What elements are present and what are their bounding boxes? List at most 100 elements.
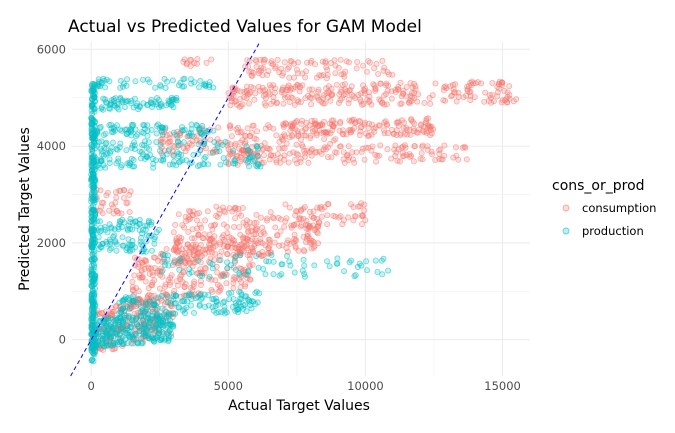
point-production (94, 82, 101, 89)
point-consumption (322, 146, 329, 153)
point-consumption (441, 142, 448, 149)
point-consumption (321, 136, 328, 143)
point-consumption (324, 212, 331, 219)
point-consumption (140, 261, 147, 268)
point-consumption (259, 248, 266, 255)
legend-key-consumption (562, 204, 570, 212)
point-production (132, 126, 139, 133)
point-production (117, 218, 124, 225)
point-production (181, 310, 188, 317)
point-production (253, 253, 260, 260)
point-consumption (366, 93, 373, 100)
point-consumption (189, 226, 196, 233)
point-consumption (235, 210, 242, 217)
point-consumption (285, 64, 292, 71)
point-production (168, 102, 175, 109)
point-consumption (286, 150, 293, 157)
point-consumption (421, 99, 428, 106)
point-consumption (156, 285, 163, 292)
point-production (111, 102, 118, 109)
point-consumption (130, 286, 137, 293)
point-production (160, 152, 167, 159)
point-consumption (231, 142, 238, 149)
y-axis-ticks: 0 2000 4000 6000 (37, 42, 66, 346)
point-consumption (358, 101, 365, 108)
point-consumption (320, 100, 327, 107)
point-consumption (277, 228, 284, 235)
point-consumption (506, 83, 513, 90)
point-production (248, 298, 255, 305)
point-production (341, 268, 348, 275)
point-consumption (218, 248, 225, 255)
point-consumption (226, 234, 233, 241)
point-consumption (345, 100, 352, 107)
point-consumption (384, 87, 391, 94)
point-consumption (331, 120, 338, 127)
point-consumption (301, 248, 308, 255)
point-consumption (175, 211, 182, 218)
point-production (165, 338, 172, 345)
point-consumption (106, 207, 113, 214)
point-production (254, 152, 261, 159)
point-production (197, 129, 204, 136)
point-consumption (230, 93, 237, 100)
x-tick-label: 10000 (347, 379, 384, 393)
point-consumption (131, 272, 138, 279)
point-consumption (295, 247, 302, 254)
point-consumption (296, 88, 303, 95)
point-consumption (308, 240, 315, 247)
point-production (216, 148, 223, 155)
point-consumption (209, 226, 216, 233)
point-consumption (232, 204, 239, 211)
point-production (145, 139, 152, 146)
point-consumption (282, 201, 289, 208)
point-consumption (286, 74, 293, 81)
point-production (245, 267, 252, 274)
point-consumption (189, 212, 196, 219)
point-production (98, 148, 105, 155)
point-consumption (198, 252, 205, 259)
point-production (89, 256, 96, 263)
point-consumption (283, 244, 290, 251)
point-consumption (314, 94, 321, 101)
point-consumption (272, 65, 279, 72)
point-consumption (351, 213, 358, 220)
point-consumption (287, 85, 294, 92)
point-consumption (330, 137, 337, 144)
point-consumption (392, 152, 399, 159)
point-consumption (325, 88, 332, 95)
legend-key-production (562, 227, 570, 235)
point-consumption (223, 280, 230, 287)
point-production (96, 228, 103, 235)
point-consumption (240, 147, 247, 154)
point-production (159, 131, 166, 138)
point-production (148, 247, 155, 254)
point-consumption (271, 239, 278, 246)
point-production (118, 127, 125, 134)
point-consumption (273, 132, 280, 139)
point-consumption (232, 274, 239, 281)
point-production (91, 199, 98, 206)
point-production (324, 258, 331, 265)
point-consumption (481, 98, 488, 105)
point-consumption (292, 236, 299, 243)
point-production (158, 268, 165, 275)
point-production (197, 272, 204, 279)
point-production (140, 129, 147, 136)
point-consumption (392, 88, 399, 95)
point-production (142, 248, 149, 255)
x-axis-title: Actual Target Values (228, 398, 370, 414)
point-consumption (260, 152, 267, 159)
point-consumption (202, 265, 209, 272)
point-production (176, 159, 183, 166)
point-consumption (99, 210, 106, 217)
point-production (90, 101, 97, 108)
point-consumption (257, 214, 264, 221)
legend-title: cons_or_prod (552, 178, 645, 194)
point-production (102, 84, 109, 91)
point-production (213, 309, 220, 316)
point-consumption (394, 157, 401, 164)
point-production (146, 146, 153, 153)
x-tick-label: 0 (88, 379, 95, 393)
point-consumption (261, 56, 268, 63)
